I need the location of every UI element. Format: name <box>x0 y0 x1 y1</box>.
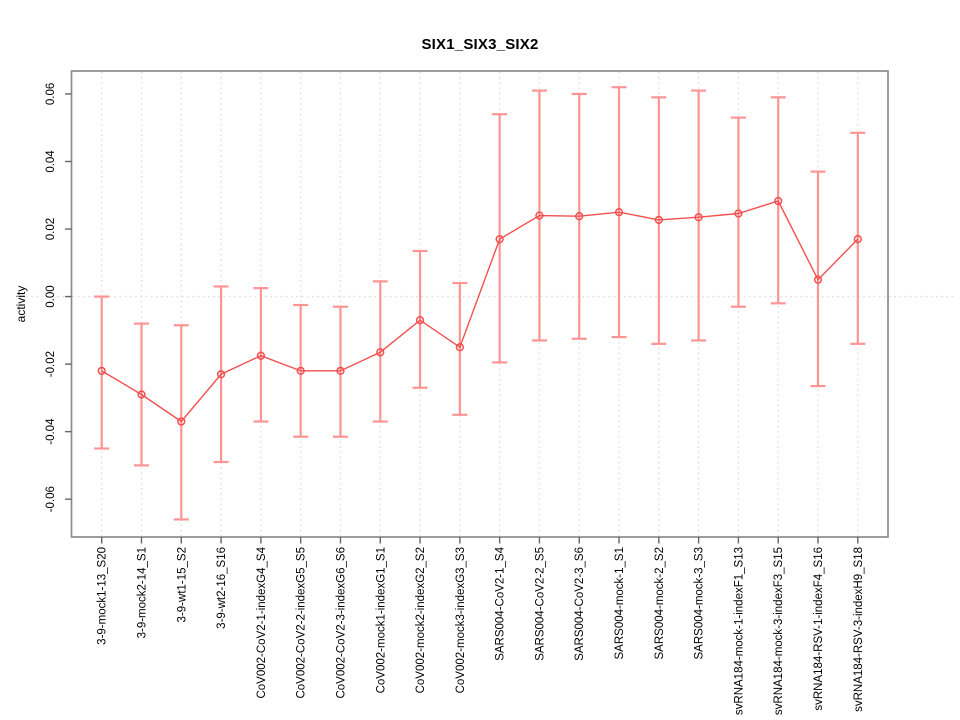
data-point <box>256 351 266 360</box>
data-point <box>813 275 823 284</box>
x-tick-label: svRNA184-mock-1-indexF1_S13 <box>733 547 745 715</box>
data-point <box>455 343 465 352</box>
data-point <box>495 235 504 244</box>
series-line <box>101 200 859 423</box>
data-point <box>216 370 226 379</box>
data-point <box>336 366 345 376</box>
y-tick-label: 0.06 <box>45 83 57 105</box>
y-tick-label: 0.02 <box>45 218 57 240</box>
x-tick-label: svRNA184-RSV-1-indexF4_S16 <box>813 547 825 711</box>
data-point <box>97 366 106 376</box>
x-tick-label: SARS004-mock-1_S1 <box>614 547 626 660</box>
y-axis-title: activity <box>14 286 28 323</box>
x-tick-label: SARS004-mock-2_S2 <box>654 547 666 660</box>
data-point <box>734 209 743 218</box>
x-tick-label: CoV002-mock1-indexG1_S1 <box>375 547 387 693</box>
data-point <box>535 211 544 220</box>
x-tick-label: 3-9-wt2-16_S16 <box>216 547 228 629</box>
x-tick-label: CoV002-CoV2-1-indexG4_S4 <box>256 546 268 698</box>
x-tick-label: CoV002-CoV2-3-indexG6_S6 <box>335 547 347 699</box>
x-tick-label: SARS004-CoV2-1_S4 <box>495 546 507 660</box>
data-point <box>614 208 624 217</box>
data-point <box>654 215 663 225</box>
data-point <box>296 366 305 376</box>
x-tick-label: CoV002-CoV2-2-indexG5_S5 <box>296 547 308 699</box>
x-tick-label: svRNA184-mock-3-indexF3_S15 <box>773 547 785 715</box>
x-tick-label: svRNA184-RSV-3-indexH9_S18 <box>853 547 865 712</box>
data-point <box>376 348 385 357</box>
y-tick-label: -0.04 <box>45 418 57 445</box>
x-tick-label: CoV002-mock2-indexG2_S2 <box>415 547 427 693</box>
x-tick-label: 3-9-mock1-13_S20 <box>97 547 109 645</box>
y-tick-label: -0.06 <box>45 486 57 512</box>
data-point <box>575 212 584 221</box>
data-point <box>177 417 186 426</box>
x-tick-label: CoV002-mock3-indexG3_S3 <box>455 547 467 693</box>
data-point <box>415 316 425 325</box>
x-tick-label: SARS004-CoV2-2_S5 <box>534 547 546 661</box>
x-tick-label: SARS004-mock-3_S3 <box>694 547 706 660</box>
data-point <box>137 390 146 399</box>
x-tick-label: SARS004-CoV2-3_S6 <box>574 547 586 661</box>
plot-box <box>70 70 889 538</box>
data-point <box>774 196 783 206</box>
y-tick-label: 0.04 <box>45 150 57 173</box>
data-point <box>694 213 703 222</box>
x-tick-label: 3-9-mock2-14_S1 <box>136 547 148 638</box>
y-tick-label: -0.02 <box>45 351 57 377</box>
x-tick-label: 3-9-wt1-15_S2 <box>176 547 188 622</box>
data-point <box>853 235 862 244</box>
y-tick-label: 0.00 <box>45 285 57 307</box>
chart-title: SIX1_SIX3_SIX2 <box>421 36 539 53</box>
